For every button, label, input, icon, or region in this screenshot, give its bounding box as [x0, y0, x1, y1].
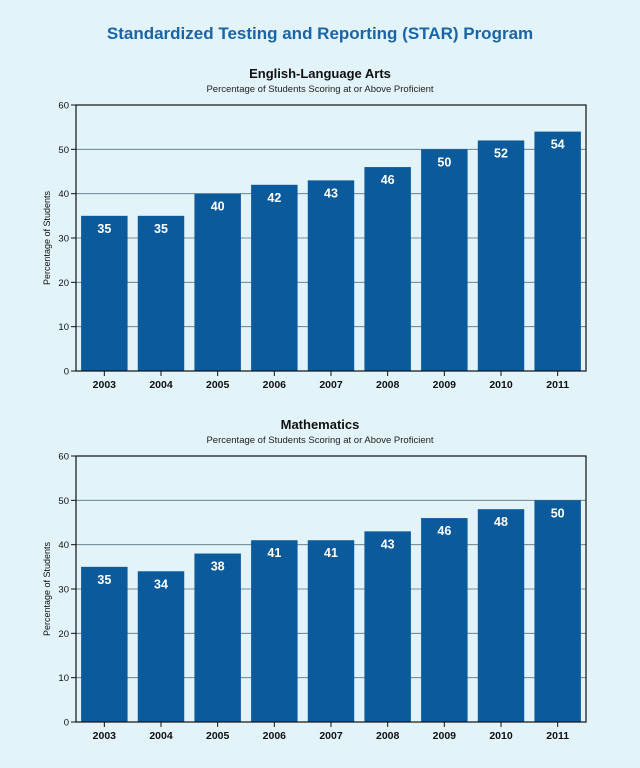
bar-value-label: 35 [97, 222, 111, 236]
x-tick-label: 2009 [433, 379, 457, 391]
y-axis-label: Percentage of Students [42, 541, 52, 636]
y-tick-label: 20 [58, 278, 69, 289]
bar-value-label: 41 [267, 546, 281, 560]
bar [307, 540, 355, 722]
x-tick-label: 2007 [319, 730, 343, 742]
x-tick-label: 2010 [489, 379, 513, 391]
x-tick-label: 2003 [93, 730, 117, 742]
bar-value-label: 35 [97, 573, 111, 587]
y-tick-label: 10 [58, 322, 69, 333]
plot-frame [75, 104, 587, 372]
y-tick-label: 30 [58, 585, 69, 596]
ela-chart-plot: 0 10 20 30 40 50 60 35 2003 35 2004 40 2005 42 2006 43 2… [42, 101, 587, 391]
y-tick-label: 60 [58, 101, 69, 112]
x-tick-label: 2004 [149, 379, 173, 391]
bar [81, 566, 128, 722]
bar-value-label: 40 [211, 200, 225, 214]
bar [477, 140, 525, 371]
bar [421, 518, 468, 722]
x-tick-label: 2006 [263, 379, 287, 391]
bar [137, 571, 185, 722]
y-axis-label: Percentage of Students [42, 190, 52, 285]
bar [421, 149, 468, 371]
x-tick-label: 2005 [206, 730, 230, 742]
bar [81, 215, 128, 371]
ela-chart-title: English-Language Arts [249, 66, 391, 81]
y-tick-label: 0 [64, 718, 69, 729]
bar-value-label: 43 [381, 537, 395, 551]
x-tick-label: 2008 [376, 379, 400, 391]
x-tick-label: 2007 [319, 379, 343, 391]
y-tick-label: 20 [58, 629, 69, 640]
x-tick-label: 2005 [206, 379, 230, 391]
x-tick-label: 2008 [376, 730, 400, 742]
bar-value-label: 35 [154, 222, 168, 236]
bar-value-label: 34 [154, 577, 168, 591]
bar [251, 184, 298, 371]
math-chart-plot: 0 10 20 30 40 50 60 35 2003 34 2004 38 2005 41 2006 41 2… [42, 452, 587, 742]
bar-value-label: 41 [324, 546, 338, 560]
bar-value-label: 54 [551, 138, 565, 152]
bar [477, 509, 525, 722]
bar [534, 500, 581, 722]
y-tick-label: 10 [58, 673, 69, 684]
y-tick-label: 40 [58, 189, 69, 200]
bar-value-label: 50 [437, 155, 451, 169]
plot-frame [75, 455, 587, 723]
y-tick-label: 30 [58, 234, 69, 245]
bar [364, 167, 411, 371]
x-tick-label: 2010 [489, 730, 513, 742]
bar [307, 180, 355, 371]
bar [137, 215, 185, 371]
bar [251, 540, 298, 722]
x-tick-label: 2009 [433, 730, 457, 742]
bar-value-label: 46 [381, 173, 395, 187]
bar-value-label: 52 [494, 146, 508, 160]
bar-value-label: 46 [437, 524, 451, 538]
y-tick-label: 0 [64, 367, 69, 378]
x-tick-label: 2003 [93, 379, 117, 391]
page-title: Standardized Testing and Reporting (STAR… [106, 24, 534, 43]
x-tick-label: 2004 [149, 730, 173, 742]
math-chart-title: Mathematics [280, 417, 360, 432]
bar-value-label: 43 [324, 186, 338, 200]
bar [364, 531, 411, 722]
bar-value-label: 38 [211, 560, 225, 574]
ela-chart-subtitle: Percentage of Students Scoring at or Abo… [206, 84, 434, 95]
x-tick-label: 2006 [263, 730, 287, 742]
x-tick-label: 2011 [546, 379, 569, 391]
bar [534, 131, 581, 371]
bar-value-label: 42 [267, 191, 281, 205]
x-tick-label: 2011 [546, 730, 569, 742]
y-tick-label: 50 [58, 145, 69, 156]
bar-value-label: 50 [551, 506, 565, 520]
math-chart-subtitle: Percentage of Students Scoring at or Abo… [206, 435, 434, 446]
bar [194, 553, 241, 722]
y-tick-label: 50 [58, 496, 69, 507]
bar-value-label: 48 [494, 515, 508, 529]
y-tick-label: 60 [58, 452, 69, 463]
bar [194, 193, 241, 371]
y-tick-label: 40 [58, 540, 69, 551]
